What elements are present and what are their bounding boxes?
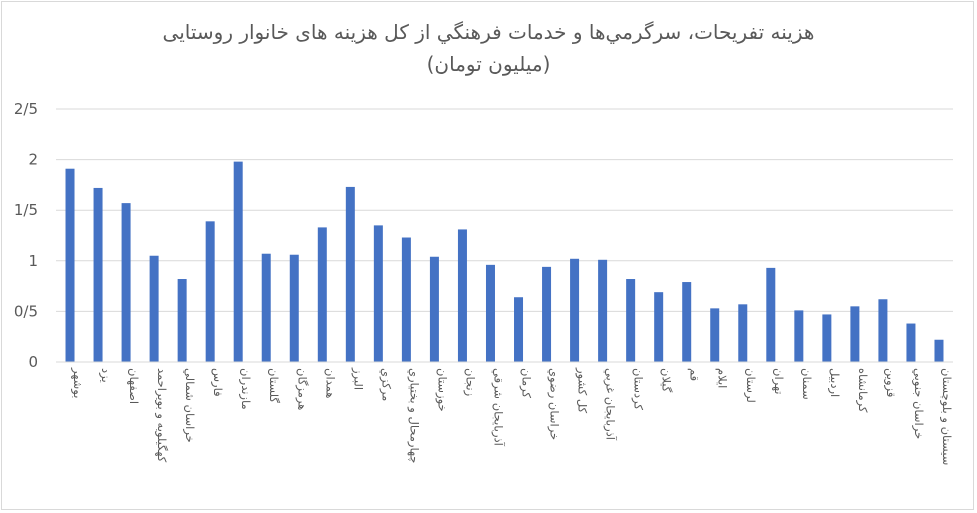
x-category-label: کرمان [519,368,534,398]
bar [794,310,804,362]
x-category-label: کهگيلويه و بويراحمد [154,368,169,463]
x-category-label: خراسان جنوبي [911,368,926,439]
bar [906,323,916,362]
x-category-label: يزد [98,368,113,383]
x-category-label: خراسان شمالي [182,368,197,443]
x-category-label: قزوين [883,368,898,397]
y-tick-label: 0 [28,353,38,371]
bar [878,299,888,362]
bar [121,203,131,362]
bar [710,308,720,362]
x-category-label: آذربايجان غربي [603,368,618,441]
bar [598,259,608,362]
x-category-label: زنجان [462,368,477,396]
x-category-label: لرستان [743,368,758,403]
x-category-label: تهران [771,368,786,395]
y-tick-label: 0/5 [14,302,38,320]
bar [570,258,580,362]
chart-title: هزينه تفريحات، سرگرمي‌ها و خدمات فرهنگي … [162,20,815,44]
bar [205,221,215,362]
bars [65,161,944,362]
x-category-label: کرمانشاه [855,368,870,413]
bar [373,225,383,362]
x-category-label: سيستان و بلوچستان [939,368,954,465]
y-tick-label: 2/5 [14,100,38,118]
bar [850,306,860,362]
x-axis-category-labels: بوشهر يزد اصفهان کهگيلويه و بويراحمد خراسان … [70,367,954,465]
y-axis-tick-labels: 0 0/5 1 1/5 2 2/5 [14,100,38,371]
x-category-label: مازندران [238,368,253,410]
x-category-label: البرز [350,367,365,390]
x-category-label: خوزستان [434,368,449,412]
x-category-label: کل کشور [575,367,590,414]
x-category-label: اصفهان [127,368,141,404]
x-category-label: ايلام [716,368,730,388]
x-category-label: چهارمحال و بختياري [406,368,421,463]
bar [65,168,75,362]
x-category-label: بوشهر [70,367,85,398]
bar [514,297,524,362]
x-category-label: سمنان [800,368,814,400]
bar [401,237,411,362]
bar [654,292,664,362]
bar [934,339,944,362]
bar [429,256,439,362]
x-category-label: هرمزگان [294,368,309,410]
bar [317,227,327,362]
bar [149,255,159,362]
x-category-label: مرکزي [378,368,393,401]
x-category-label: فارس [210,368,225,397]
x-category-label: آذربايجان شرقي [490,368,505,447]
x-category-label: کردستان [631,368,646,411]
bar [289,254,299,362]
bar [542,266,552,362]
x-category-label: گلستان [267,368,281,403]
bar [457,229,467,362]
x-category-label: قم [688,368,702,381]
gridlines [56,108,953,312]
bar [626,279,636,362]
x-category-label: خراسان رضوي [547,368,562,440]
chart-subtitle: (ميليون تومان) [426,52,551,76]
chart-title-block: هزينه تفريحات، سرگرمي‌ها و خدمات فرهنگي … [0,16,977,80]
y-tick-label: 1 [28,252,38,270]
x-category-label: گيلان [660,368,674,393]
bar [766,267,776,362]
bar [93,187,103,362]
bar [485,264,495,362]
x-category-label: همدان [323,368,337,398]
y-tick-label: 1/5 [14,201,38,219]
bar [682,282,692,362]
bar [177,279,187,362]
x-category-label: اردبيل [827,368,842,397]
y-tick-label: 2 [28,151,38,169]
bar [345,186,355,362]
bar [261,253,271,362]
bar [738,304,748,362]
bar [822,314,832,362]
bar [233,161,243,362]
